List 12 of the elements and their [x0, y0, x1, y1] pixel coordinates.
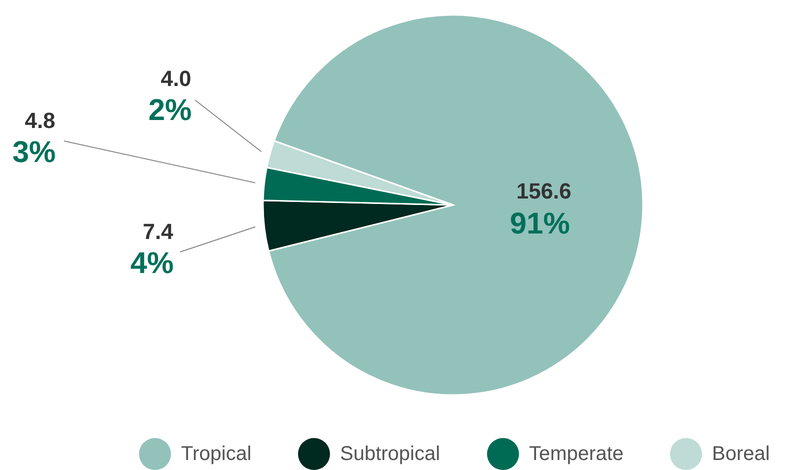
text: 91% — [510, 208, 570, 241]
text: 3% — [12, 136, 56, 169]
data-label: 7.4 — [142, 219, 174, 244]
legend-label: Tropical — [181, 443, 252, 465]
data-label: 156.6 — [516, 178, 572, 204]
data-label: 4.8 — [24, 108, 56, 133]
text: 4% — [130, 247, 174, 280]
legend-label: Boreal — [712, 443, 770, 465]
legend-label: Subtropical — [340, 443, 440, 465]
data-label: 4.0 — [160, 66, 192, 91]
text: 2% — [148, 94, 192, 127]
legend-label: Temperate — [529, 443, 624, 465]
